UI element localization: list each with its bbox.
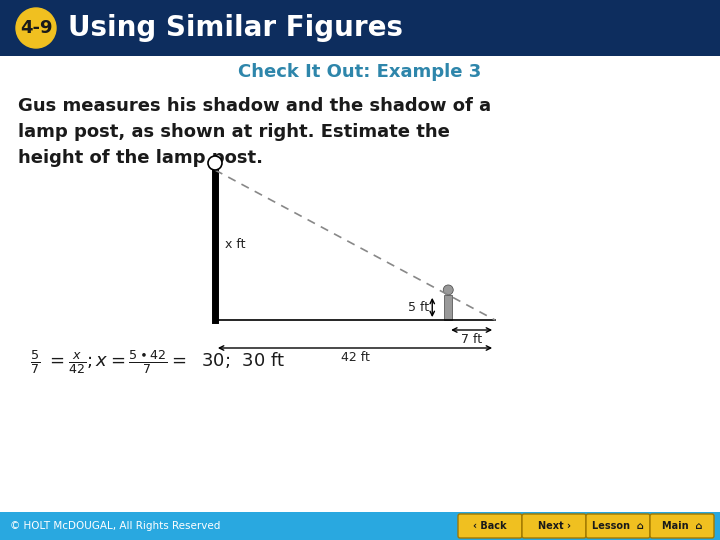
FancyBboxPatch shape — [0, 0, 720, 56]
Circle shape — [16, 8, 56, 48]
FancyBboxPatch shape — [0, 512, 720, 540]
FancyBboxPatch shape — [650, 514, 714, 538]
Bar — [444, 295, 452, 320]
FancyBboxPatch shape — [522, 514, 586, 538]
Circle shape — [208, 156, 222, 170]
Text: ‹ Back: ‹ Back — [473, 521, 507, 531]
Text: Using Similar Figures: Using Similar Figures — [68, 14, 403, 42]
FancyBboxPatch shape — [586, 514, 650, 538]
Text: 7 ft: 7 ft — [461, 333, 482, 346]
Text: height of the lamp post.: height of the lamp post. — [18, 149, 263, 167]
Text: Check It Out: Example 3: Check It Out: Example 3 — [238, 63, 482, 81]
Text: 4-9: 4-9 — [19, 19, 53, 37]
Text: Gus measures his shadow and the shadow of a: Gus measures his shadow and the shadow o… — [18, 97, 491, 115]
Text: Lesson  ⌂: Lesson ⌂ — [592, 521, 644, 531]
Text: $\frac{5}{7}$ $= \frac{x}{42}$$;  x = \frac{5 \bullet 42}{7}$$ = $  30;  30 ft: $\frac{5}{7}$ $= \frac{x}{42}$$; x = \fr… — [30, 348, 285, 376]
Text: x ft: x ft — [225, 239, 246, 252]
Text: Next ›: Next › — [538, 521, 570, 531]
Text: © HOLT McDOUGAL, All Rights Reserved: © HOLT McDOUGAL, All Rights Reserved — [10, 521, 220, 531]
Circle shape — [444, 285, 454, 295]
Text: 5 ft: 5 ft — [408, 301, 429, 314]
Text: Main  ⌂: Main ⌂ — [662, 521, 702, 531]
Text: 42 ft: 42 ft — [341, 351, 369, 364]
FancyBboxPatch shape — [458, 514, 522, 538]
Text: lamp post, as shown at right. Estimate the: lamp post, as shown at right. Estimate t… — [18, 123, 450, 141]
